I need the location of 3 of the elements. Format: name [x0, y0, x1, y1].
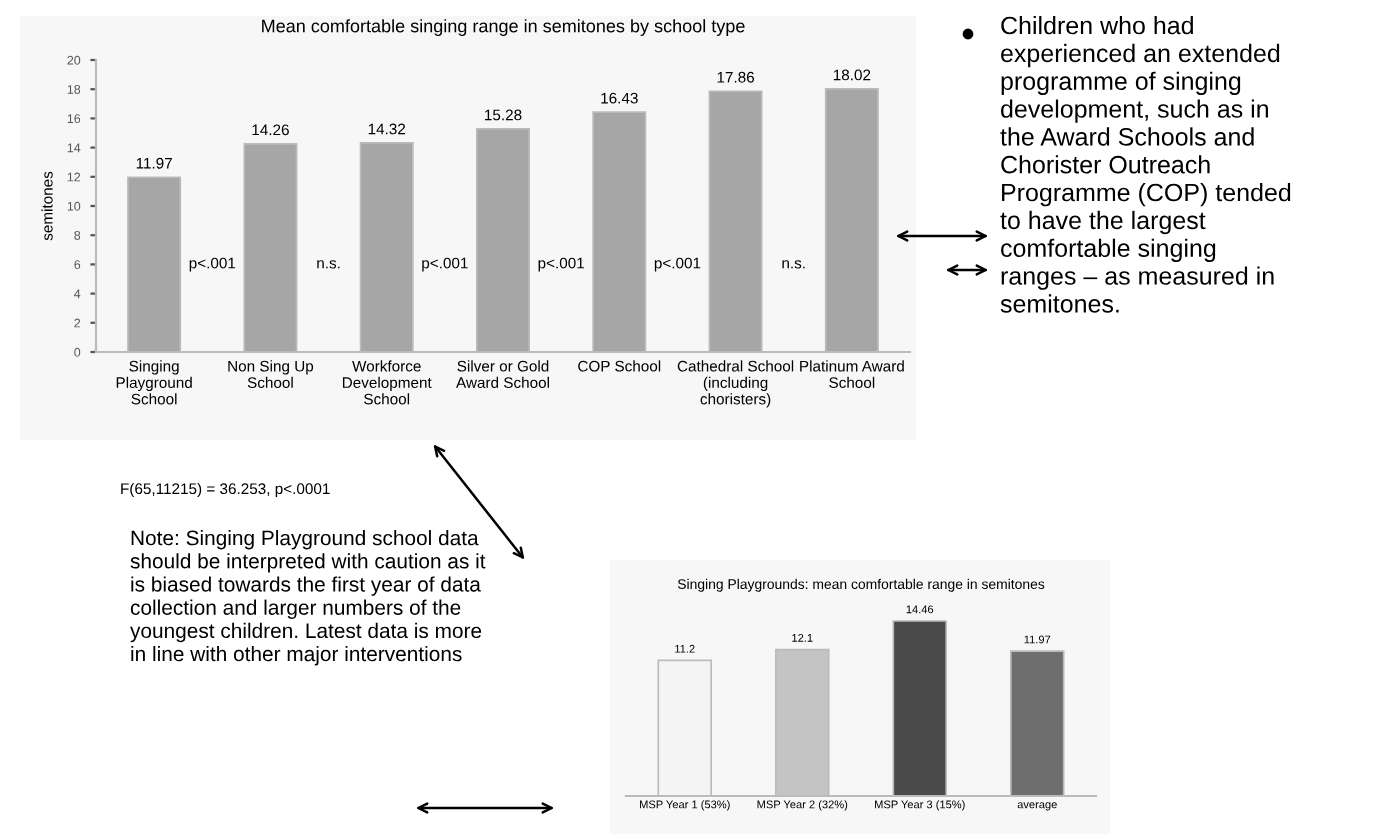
text: Children who had experienced an extended programme of singing development, such as in the Award Schools and Chorister Outreach Programme (COP) tended to have the largest comfortable singing ranges – as measured in semitones.: [1000, 16, 1291, 313]
chart-title: Mean comfortable singing range in semitones by school type: [262, 19, 745, 36]
text: Note: Singing Playground school data should be interpreted with caution as it is biased towards the first year of data collection and larger numbers of the youngest children. Latest data is more in line with other major interventions: [130, 530, 486, 666]
